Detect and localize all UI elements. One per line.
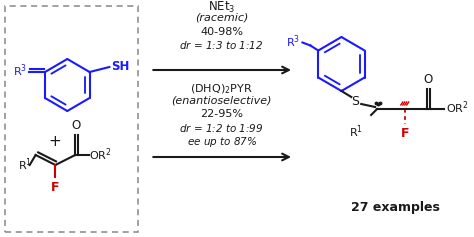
Text: O: O — [423, 73, 432, 86]
Text: OR$^2$: OR$^2$ — [89, 147, 112, 163]
Text: (racemic): (racemic) — [195, 12, 248, 22]
Text: R$^1$: R$^1$ — [18, 157, 32, 173]
Text: $dr$ = 1:2 to 1:99: $dr$ = 1:2 to 1:99 — [180, 122, 264, 134]
Text: R$^3$: R$^3$ — [286, 33, 301, 50]
Text: $ee$ up to 87%: $ee$ up to 87% — [186, 135, 257, 149]
Text: F: F — [401, 127, 409, 140]
Text: +: + — [48, 135, 61, 150]
Text: 22-95%: 22-95% — [200, 109, 243, 119]
Text: R$^3$: R$^3$ — [13, 63, 27, 79]
Text: R$^1$: R$^1$ — [349, 123, 363, 140]
Text: (enantioselective): (enantioselective) — [172, 95, 272, 105]
Text: F: F — [51, 181, 60, 194]
Text: (DHQ)$_2$PYR: (DHQ)$_2$PYR — [191, 82, 253, 96]
Text: NEt$_3$: NEt$_3$ — [208, 0, 236, 15]
Text: $dr$ = 1:3 to 1:12: $dr$ = 1:3 to 1:12 — [180, 39, 264, 51]
Text: 27 examples: 27 examples — [351, 201, 440, 214]
Text: OR$^2$: OR$^2$ — [447, 100, 469, 116]
Text: 40-98%: 40-98% — [200, 27, 243, 37]
Text: S: S — [351, 95, 359, 108]
Text: SH: SH — [111, 59, 130, 73]
Text: O: O — [72, 119, 81, 132]
